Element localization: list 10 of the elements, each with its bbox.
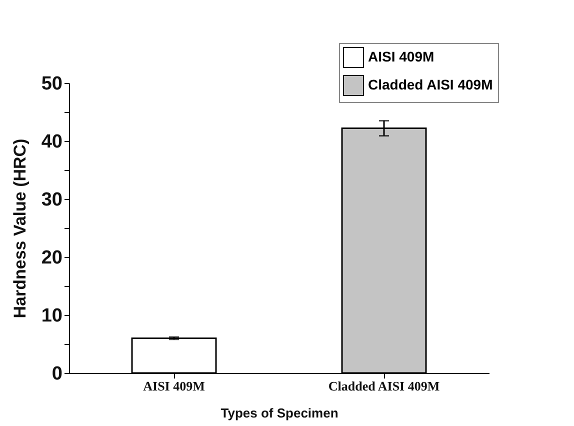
y-tick-label: 50 xyxy=(41,74,62,94)
y-tick-label: 20 xyxy=(41,248,62,268)
x-axis-title: Types of Specimen xyxy=(220,406,338,420)
y-tick-label: 30 xyxy=(41,190,62,210)
legend-label: AISI 409M xyxy=(368,48,434,64)
y-tick-label: 10 xyxy=(41,306,62,326)
legend-label: Cladded AISI 409M xyxy=(368,76,493,92)
y-tick-label: 0 xyxy=(52,364,62,384)
y-tick-label: 40 xyxy=(41,132,62,152)
y-axis-title: Hardness Value (HRC) xyxy=(10,138,30,318)
